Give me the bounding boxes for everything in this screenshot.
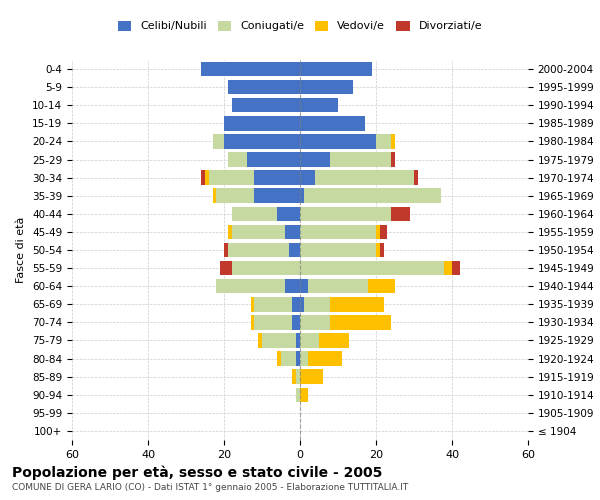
Bar bbox=[254, 188, 300, 203]
Bar bbox=[304, 297, 331, 312]
Bar bbox=[262, 333, 296, 347]
Bar bbox=[232, 224, 285, 239]
Bar bbox=[315, 170, 414, 185]
Bar bbox=[228, 224, 232, 239]
Bar bbox=[319, 333, 349, 347]
Bar bbox=[289, 243, 300, 257]
Bar bbox=[376, 243, 380, 257]
Bar bbox=[300, 206, 391, 221]
Bar bbox=[224, 134, 300, 148]
Bar bbox=[217, 279, 285, 293]
Bar bbox=[220, 261, 232, 276]
Bar bbox=[285, 279, 300, 293]
Bar bbox=[281, 352, 296, 366]
Bar bbox=[296, 370, 300, 384]
Bar bbox=[380, 224, 388, 239]
Bar bbox=[300, 297, 304, 312]
Bar bbox=[228, 152, 247, 167]
Bar bbox=[300, 62, 372, 76]
Legend: Celibi/Nubili, Coniugati/e, Vedovi/e, Divorziati/e: Celibi/Nubili, Coniugati/e, Vedovi/e, Di… bbox=[113, 16, 487, 36]
Bar bbox=[300, 134, 376, 148]
Bar bbox=[212, 134, 224, 148]
Bar bbox=[217, 188, 254, 203]
Bar bbox=[308, 279, 368, 293]
Bar bbox=[254, 170, 300, 185]
Bar bbox=[300, 279, 308, 293]
Bar bbox=[296, 388, 300, 402]
Bar bbox=[224, 116, 300, 130]
Bar bbox=[232, 261, 300, 276]
Bar bbox=[391, 152, 395, 167]
Bar bbox=[304, 188, 440, 203]
Bar bbox=[414, 170, 418, 185]
Bar bbox=[380, 243, 383, 257]
Text: Popolazione per età, sesso e stato civile - 2005: Popolazione per età, sesso e stato civil… bbox=[12, 465, 382, 479]
Bar bbox=[300, 188, 304, 203]
Bar bbox=[376, 134, 391, 148]
Bar bbox=[232, 206, 277, 221]
Text: COMUNE DI GERA LARIO (CO) - Dati ISTAT 1° gennaio 2005 - Elaborazione TUTTITALIA: COMUNE DI GERA LARIO (CO) - Dati ISTAT 1… bbox=[12, 482, 408, 492]
Bar bbox=[445, 261, 452, 276]
Bar bbox=[209, 170, 254, 185]
Bar bbox=[300, 388, 308, 402]
Bar bbox=[391, 134, 395, 148]
Bar bbox=[368, 279, 395, 293]
Bar bbox=[300, 80, 353, 94]
Bar bbox=[247, 152, 300, 167]
Bar bbox=[254, 315, 292, 330]
Bar bbox=[254, 297, 292, 312]
Bar bbox=[296, 333, 300, 347]
Bar bbox=[300, 315, 331, 330]
Bar bbox=[300, 224, 376, 239]
Bar bbox=[300, 170, 315, 185]
Bar bbox=[232, 98, 300, 112]
Bar bbox=[212, 188, 217, 203]
Bar bbox=[331, 297, 383, 312]
Bar bbox=[376, 224, 380, 239]
Bar bbox=[201, 62, 300, 76]
Bar bbox=[251, 315, 254, 330]
Bar bbox=[300, 261, 445, 276]
Bar bbox=[292, 370, 296, 384]
Bar bbox=[300, 98, 338, 112]
Bar bbox=[277, 206, 300, 221]
Bar bbox=[300, 152, 331, 167]
Bar bbox=[300, 243, 376, 257]
Bar bbox=[228, 80, 300, 94]
Bar bbox=[228, 243, 289, 257]
Bar bbox=[300, 333, 319, 347]
Bar bbox=[331, 152, 391, 167]
Bar bbox=[300, 370, 323, 384]
Bar bbox=[391, 206, 410, 221]
Bar bbox=[300, 352, 308, 366]
Bar bbox=[224, 243, 228, 257]
Bar bbox=[201, 170, 205, 185]
Bar bbox=[331, 315, 391, 330]
Bar bbox=[292, 315, 300, 330]
Bar bbox=[300, 116, 365, 130]
Y-axis label: Fasce di età: Fasce di età bbox=[16, 217, 26, 283]
Bar bbox=[308, 352, 342, 366]
Bar bbox=[292, 297, 300, 312]
Bar bbox=[251, 297, 254, 312]
Bar bbox=[205, 170, 209, 185]
Bar bbox=[452, 261, 460, 276]
Bar bbox=[277, 352, 281, 366]
Bar bbox=[296, 352, 300, 366]
Bar bbox=[258, 333, 262, 347]
Bar bbox=[285, 224, 300, 239]
